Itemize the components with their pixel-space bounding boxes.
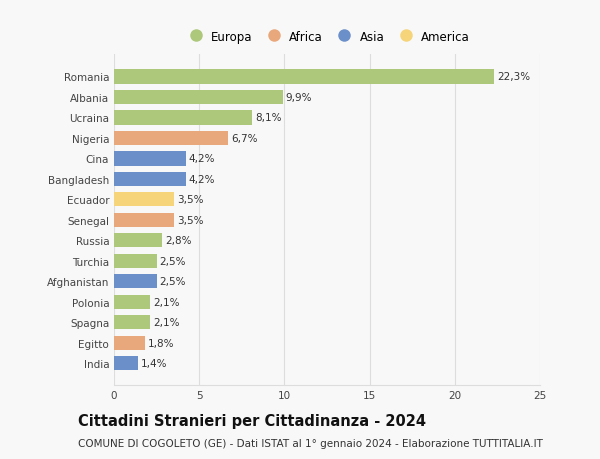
Text: 2,5%: 2,5% [160,256,186,266]
Bar [114,336,145,350]
Text: COMUNE DI COGOLETO (GE) - Dati ISTAT al 1° gennaio 2024 - Elaborazione TUTTITALI: COMUNE DI COGOLETO (GE) - Dati ISTAT al … [78,438,543,448]
Bar [114,254,157,269]
Bar [114,295,150,309]
Bar [114,315,150,330]
Text: 2,8%: 2,8% [165,236,191,246]
Text: 2,1%: 2,1% [153,318,179,328]
Bar [114,90,283,105]
Bar [114,152,185,166]
Text: 2,1%: 2,1% [153,297,179,307]
Text: 8,1%: 8,1% [255,113,281,123]
Text: 4,2%: 4,2% [188,154,215,164]
Text: Cittadini Stranieri per Cittadinanza - 2024: Cittadini Stranieri per Cittadinanza - 2… [78,413,426,428]
Bar [114,193,173,207]
Text: 2,5%: 2,5% [160,277,186,286]
Text: 4,2%: 4,2% [188,174,215,185]
Bar [114,70,494,84]
Bar [114,274,157,289]
Text: 3,5%: 3,5% [177,195,203,205]
Text: 1,8%: 1,8% [148,338,174,348]
Text: 22,3%: 22,3% [497,72,530,82]
Text: 3,5%: 3,5% [177,215,203,225]
Bar [114,213,173,228]
Bar [114,131,228,146]
Text: 9,9%: 9,9% [286,93,312,103]
Bar [114,172,185,187]
Bar [114,234,162,248]
Bar [114,111,252,125]
Text: 1,4%: 1,4% [141,358,167,369]
Text: 6,7%: 6,7% [231,134,258,144]
Legend: Europa, Africa, Asia, America: Europa, Africa, Asia, America [182,28,472,46]
Bar [114,356,138,370]
